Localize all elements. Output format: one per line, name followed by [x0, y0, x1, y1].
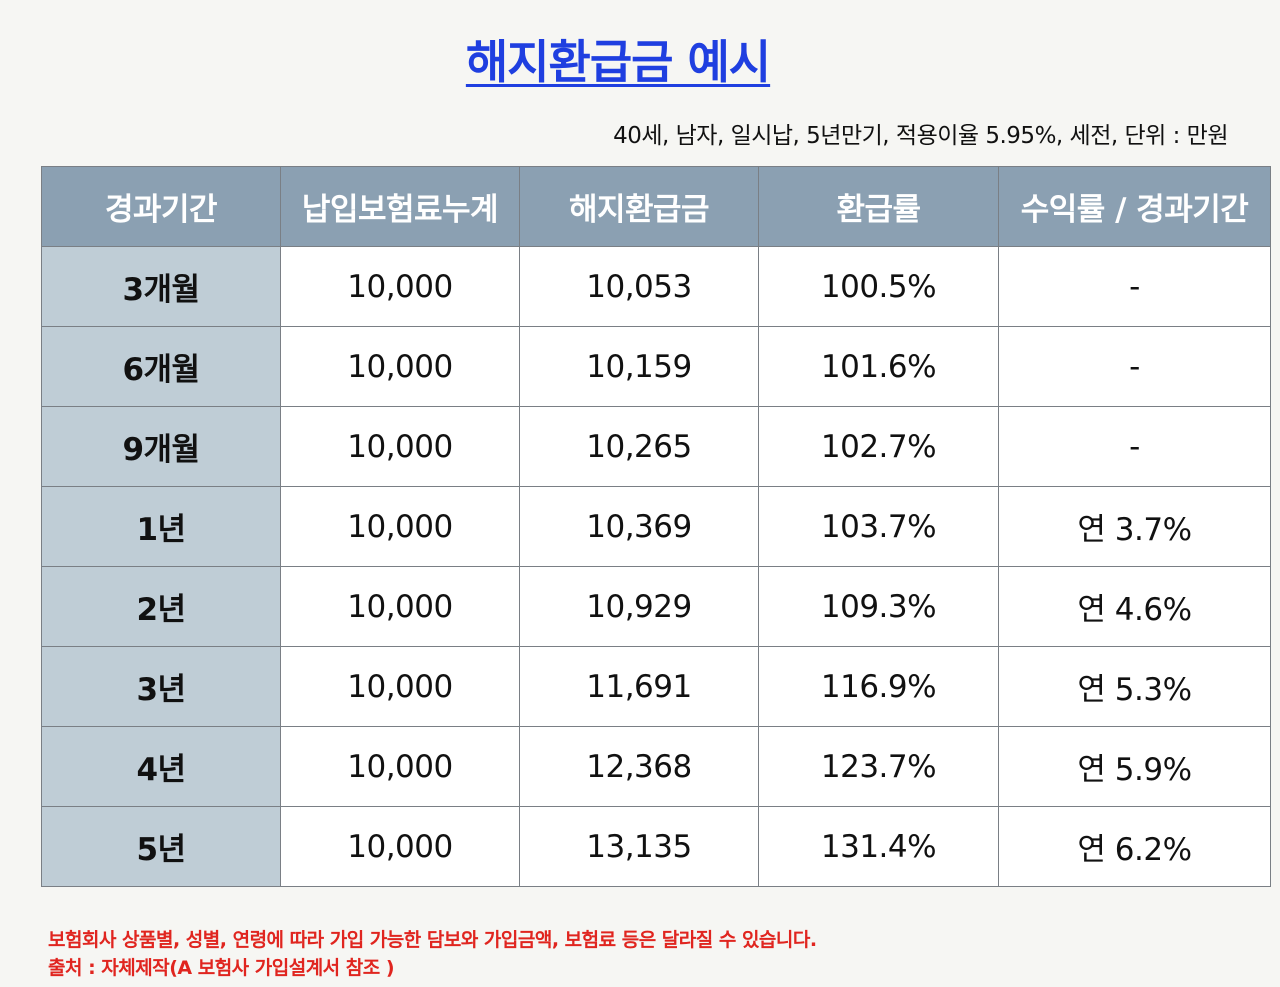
- period-cell: 6개월: [41, 326, 281, 407]
- period-cell: 9개월: [41, 406, 281, 487]
- period-cell: 5년: [41, 806, 281, 887]
- paid-premium-cell: 10,000: [280, 326, 520, 407]
- table-row: 6개월 10,000 10,159 101.6% -: [41, 326, 1271, 407]
- annual-return-cell: -: [998, 406, 1271, 487]
- surrender-value-cell: 12,368: [519, 726, 759, 807]
- surrender-value-cell: 10,265: [519, 406, 759, 487]
- paid-premium-cell: 10,000: [280, 646, 520, 727]
- refund-rate-cell: 100.5%: [758, 246, 999, 327]
- period-cell: 3개월: [41, 246, 281, 327]
- annual-return-cell: -: [998, 246, 1271, 327]
- table-row: 5년 10,000 13,135 131.4% 연 6.2%: [41, 806, 1271, 887]
- annual-return-cell: 연 4.6%: [998, 566, 1271, 647]
- surrender-value-cell: 11,691: [519, 646, 759, 727]
- header-paid-premium: 납입보험료누계: [280, 166, 520, 247]
- annual-return-cell: -: [998, 326, 1271, 407]
- table-row: 4년 10,000 12,368 123.7% 연 5.9%: [41, 726, 1271, 807]
- period-cell: 1년: [41, 486, 281, 567]
- header-surrender-value: 해지환급금: [519, 166, 759, 247]
- header-period: 경과기간: [41, 166, 281, 247]
- refund-rate-cell: 103.7%: [758, 486, 999, 567]
- refund-rate-cell: 131.4%: [758, 806, 999, 887]
- table-row: 3개월 10,000 10,053 100.5% -: [41, 246, 1271, 327]
- annual-return-cell: 연 5.3%: [998, 646, 1271, 727]
- surrender-value-cell: 10,369: [519, 486, 759, 567]
- source-note: 출처 : 자체제작(A 보험사 가입설계서 참조 ): [48, 957, 395, 979]
- refund-table: 경과기간 납입보험료누계 해지환급금 환급률 수익률 / 경과기간 3개월 10…: [41, 166, 1271, 887]
- table-row: 3년 10,000 11,691 116.9% 연 5.3%: [41, 646, 1271, 727]
- surrender-value-cell: 10,929: [519, 566, 759, 647]
- period-cell: 3년: [41, 646, 281, 727]
- table-row: 9개월 10,000 10,265 102.7% -: [41, 406, 1271, 487]
- refund-rate-cell: 101.6%: [758, 326, 999, 407]
- paid-premium-cell: 10,000: [280, 566, 520, 647]
- table-row: 2년 10,000 10,929 109.3% 연 4.6%: [41, 566, 1271, 647]
- table-row: 1년 10,000 10,369 103.7% 연 3.7%: [41, 486, 1271, 567]
- page-title: 해지환급금 예시: [465, 35, 771, 89]
- paid-premium-cell: 10,000: [280, 806, 520, 887]
- surrender-value-cell: 10,159: [519, 326, 759, 407]
- header-annual-return: 수익률 / 경과기간: [998, 166, 1271, 247]
- period-cell: 2년: [41, 566, 281, 647]
- surrender-value-cell: 13,135: [519, 806, 759, 887]
- paid-premium-cell: 10,000: [280, 246, 520, 327]
- annual-return-cell: 연 5.9%: [998, 726, 1271, 807]
- table-header-row: 경과기간 납입보험료누계 해지환급금 환급률 수익률 / 경과기간: [41, 166, 1271, 247]
- refund-rate-cell: 109.3%: [758, 566, 999, 647]
- disclaimer-note: 보험회사 상품별, 성별, 연령에 따라 가입 가능한 담보와 가입금액, 보험…: [48, 929, 817, 951]
- period-cell: 4년: [41, 726, 281, 807]
- refund-rate-cell: 102.7%: [758, 406, 999, 487]
- annual-return-cell: 연 3.7%: [998, 486, 1271, 567]
- refund-rate-cell: 123.7%: [758, 726, 999, 807]
- table-conditions: 40세, 남자, 일시납, 5년만기, 적용이율 5.95%, 세전, 단위 :…: [613, 123, 1228, 149]
- paid-premium-cell: 10,000: [280, 486, 520, 567]
- footnotes: 보험회사 상품별, 성별, 연령에 따라 가입 가능한 담보와 가입금액, 보험…: [48, 926, 817, 982]
- refund-rate-cell: 116.9%: [758, 646, 999, 727]
- surrender-value-cell: 10,053: [519, 246, 759, 327]
- paid-premium-cell: 10,000: [280, 726, 520, 807]
- annual-return-cell: 연 6.2%: [998, 806, 1271, 887]
- header-refund-rate: 환급률: [758, 166, 999, 247]
- paid-premium-cell: 10,000: [280, 406, 520, 487]
